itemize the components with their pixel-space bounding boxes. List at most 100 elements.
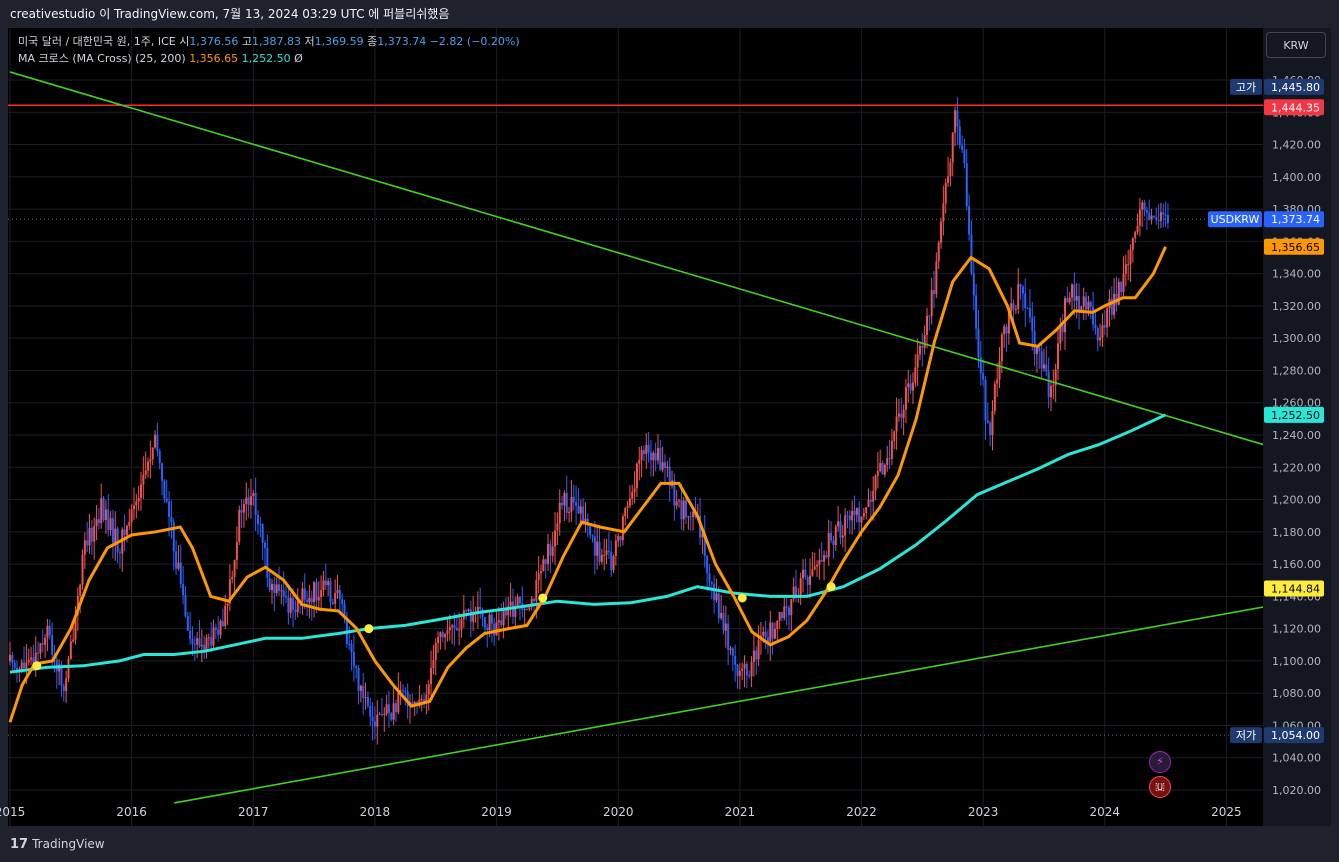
candle-body	[570, 496, 573, 512]
last-price-tag-bg	[1264, 211, 1324, 228]
ma-cross-point	[538, 593, 548, 603]
candle-body	[182, 584, 185, 596]
candle-body	[834, 526, 837, 545]
candle-body	[203, 645, 206, 653]
candle-body	[1000, 334, 1003, 362]
candle-body	[156, 434, 159, 452]
legend-change: −2.82 (−0.20%)	[429, 35, 520, 48]
candle-body	[561, 502, 564, 506]
candle-body	[942, 203, 945, 222]
y-tick-label: 1,340.00	[1272, 268, 1321, 281]
candle-body	[81, 554, 84, 585]
legend-extra: Ø	[294, 52, 303, 65]
candle-body	[1003, 326, 1006, 335]
candle-body	[13, 662, 16, 668]
candle-body	[385, 704, 388, 714]
candle-body	[139, 484, 142, 498]
candle-body	[1103, 325, 1106, 328]
high-label-tag: 고가	[1236, 81, 1256, 94]
candle-body	[476, 606, 479, 613]
candle-body	[27, 659, 30, 663]
candle-body	[1138, 209, 1141, 226]
candle-body	[205, 637, 208, 653]
candle-body	[535, 580, 538, 601]
candle-body	[1075, 296, 1078, 301]
legend-ma-fast: 1,356.65	[189, 52, 239, 65]
candle-body	[947, 176, 950, 183]
legend-symbol[interactable]: 미국 달러 / 대한민국 원, 1주, ICE	[18, 35, 176, 48]
candle-body	[825, 555, 828, 558]
candle-body	[888, 458, 891, 460]
candle-body	[848, 515, 851, 521]
candle-body	[430, 667, 433, 685]
candle-body	[668, 466, 671, 487]
candle-body	[341, 599, 344, 605]
candle-body	[235, 541, 238, 560]
candle-body	[132, 505, 135, 510]
low-label-tag-bg	[1230, 727, 1262, 744]
candle-body	[809, 575, 812, 585]
candle-body	[102, 498, 105, 520]
candle-body	[621, 516, 624, 541]
candle-body	[371, 716, 374, 722]
candle-body	[394, 703, 397, 713]
candle-body	[37, 652, 40, 654]
candle-body	[692, 511, 695, 517]
lightning-icon[interactable]: ⚡	[1149, 751, 1171, 773]
candle-body	[128, 521, 131, 526]
candle-body	[1120, 281, 1123, 293]
candle-body	[282, 590, 285, 597]
legend-open: 1,376.56	[189, 35, 239, 48]
candle-body	[62, 685, 65, 691]
ma-fast-price-tag: 1,356.65	[1271, 241, 1320, 254]
candle-body	[151, 447, 154, 460]
candle-body	[327, 581, 330, 586]
tradingview-brand[interactable]: TradingView	[32, 837, 105, 851]
candle-body	[458, 629, 461, 631]
candle-body	[465, 610, 468, 612]
candle-body	[1028, 308, 1031, 318]
candle-body	[839, 521, 842, 538]
candle-body	[130, 509, 133, 522]
candle-body	[593, 536, 596, 556]
x-tick-label: 2018	[360, 805, 391, 819]
candle-body	[799, 578, 802, 596]
candle-body	[549, 543, 552, 556]
candle-body	[909, 383, 912, 391]
price-axis[interactable]	[1263, 28, 1331, 826]
tradingview-logo-icon[interactable]: 17	[10, 837, 29, 852]
candle-body	[41, 643, 44, 645]
candle-body	[869, 499, 872, 502]
candle-body	[855, 507, 858, 515]
candle-body	[404, 690, 407, 692]
candle-body	[95, 519, 98, 526]
candle-body	[411, 702, 414, 705]
x-tick-label: 2021	[725, 805, 756, 819]
candle-body	[769, 622, 772, 642]
candle-body	[977, 328, 980, 358]
candle-body	[729, 648, 732, 650]
candle-body	[703, 533, 706, 556]
candle-body	[11, 654, 14, 663]
candle-body	[158, 451, 161, 464]
candle-body	[444, 633, 447, 638]
candle-body	[104, 509, 107, 520]
candle-body	[1141, 202, 1144, 210]
candle-body	[743, 664, 746, 669]
candle-body	[191, 639, 194, 644]
redline-price-tag-bg	[1264, 99, 1324, 116]
currency-button[interactable]: KRW	[1266, 32, 1326, 58]
ma-cross-point	[737, 593, 747, 603]
candle-body	[437, 636, 440, 644]
candle-body	[986, 420, 989, 423]
us-flag-icon[interactable]: 🇺	[1149, 776, 1171, 798]
candle-body	[518, 597, 521, 604]
legend-indicator-name[interactable]: MA 크로스 (MA Cross) (25, 200)	[18, 52, 186, 65]
candle-body	[242, 503, 245, 513]
candle-body	[832, 540, 835, 545]
candle-body	[116, 528, 119, 553]
candle-body	[752, 650, 755, 662]
candle-body	[1113, 293, 1116, 315]
candle-body	[617, 536, 620, 541]
